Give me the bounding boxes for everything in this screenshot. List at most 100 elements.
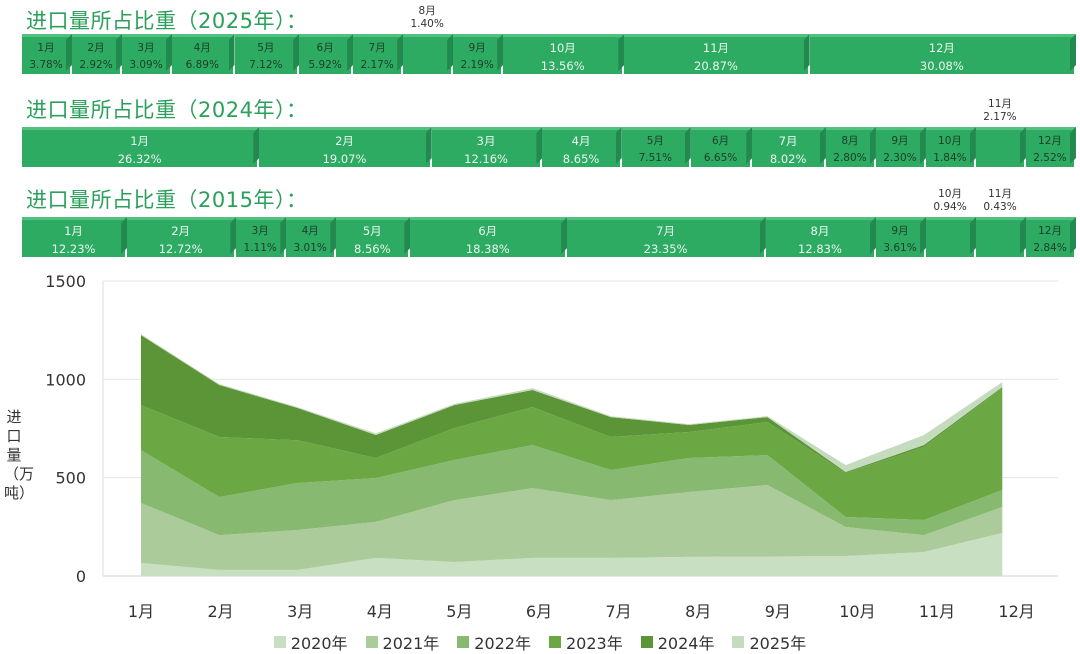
- y-tick-label: 1000: [45, 370, 86, 389]
- share-segment: 4月 8.65%: [542, 127, 622, 167]
- segment-month: 4月: [301, 225, 319, 237]
- segment-percent: 2.52%: [1033, 152, 1067, 164]
- share-segment: 9月 3.61%: [876, 217, 927, 257]
- segment-month: 8月: [841, 135, 859, 147]
- share-segment: 5月 7.51%: [621, 127, 691, 167]
- segment-percent: 1.40%: [410, 18, 444, 30]
- x-tick-label: 4月: [367, 602, 393, 621]
- legend-label: 2021年: [382, 634, 440, 653]
- share-segment: 7月 23.35%: [567, 217, 766, 257]
- segment-month: 11月: [702, 41, 730, 55]
- share-segment: 8月 12.83%: [765, 217, 877, 257]
- share-segment: 5月 8.56%: [336, 217, 411, 257]
- segment-percent: 2.80%: [833, 152, 867, 164]
- segment-month: 6月: [316, 42, 334, 54]
- segment-month: 7月: [656, 224, 675, 238]
- segment-month: 8月: [418, 5, 436, 17]
- share-segment: 7月 2.17%: [353, 34, 404, 74]
- share-segment: 2月 2.92%: [72, 34, 122, 74]
- segment-percent: 3.09%: [129, 59, 163, 71]
- share-segment: 8月 2.80%: [825, 127, 876, 167]
- x-tick-label: 7月: [606, 602, 632, 621]
- area-series-2023年: [141, 387, 1003, 520]
- y-tick-label: 500: [55, 469, 86, 488]
- x-tick-label: 6月: [526, 602, 552, 621]
- legend-item: 2020年: [273, 630, 348, 654]
- segment-percent: 2.92%: [79, 59, 113, 71]
- segment-month: 12月: [1038, 225, 1062, 237]
- segment-month: 5月: [646, 135, 664, 147]
- segment-month: 5月: [362, 224, 382, 238]
- share-segment: 10月 13.56%: [503, 34, 625, 74]
- share-bar-row: 1月 12.23% 2月 12.72% 3月 1.11% 4月 3.01% 5月 8.56% 6月 1…: [22, 188, 1077, 257]
- share-segment: 10月 0.94%: [926, 188, 977, 257]
- area-series-2020年: [141, 532, 1003, 576]
- share-bar-row: 1月 26.32% 2月 19.07% 3月 12.16% 4月 8.65% 5月 7.51% 6月…: [22, 98, 1076, 167]
- share-segment: 9月 2.19%: [453, 34, 504, 74]
- share-title: 进口量所占比重（2025年）：: [26, 9, 308, 33]
- legend-swatch: [273, 636, 286, 648]
- share-segment: 12月 2.84%: [1026, 217, 1077, 257]
- area-series-2025年: [141, 334, 1003, 472]
- share-segment: 4月 3.01%: [286, 217, 337, 257]
- area-series-2021年: [141, 484, 1003, 570]
- segment-month: 3月: [476, 134, 496, 148]
- segment-month: 1月: [37, 42, 55, 54]
- segment-month: 12月: [928, 41, 955, 55]
- segment-percent: 6.65%: [703, 152, 738, 164]
- legend-item: 2021年: [365, 630, 440, 654]
- segment-percent: 23.35%: [643, 242, 688, 256]
- legend-label: 2023年: [566, 634, 623, 653]
- legend-label: 2020年: [290, 634, 348, 653]
- segment-month: 9月: [891, 225, 909, 237]
- legend-swatch: [732, 636, 745, 648]
- segment-month: 3月: [137, 42, 155, 54]
- segment-month: 12月: [1038, 135, 1062, 147]
- segment-percent: 20.87%: [694, 59, 738, 73]
- y-tick-label: 1500: [45, 272, 86, 291]
- legend-item: 2023年: [549, 630, 623, 654]
- y-tick-label: 0: [76, 567, 86, 586]
- segment-month: 10月: [938, 135, 962, 147]
- segment-percent: 12.83%: [798, 242, 842, 256]
- segment-percent: 2.17%: [360, 59, 394, 71]
- segment-month: 9月: [468, 42, 486, 54]
- legend-item: 2022年: [457, 630, 531, 654]
- share-segment: 11月 2.17%: [975, 98, 1026, 167]
- share-segment: 6月 5.92%: [299, 34, 354, 74]
- area-series-2024年: [141, 335, 1003, 473]
- share-segment: 4月 6.89%: [172, 34, 235, 74]
- share-segment: 1月 26.32%: [22, 127, 260, 167]
- segment-percent: 3.01%: [293, 242, 327, 254]
- segment-month: 2月: [171, 224, 191, 238]
- segment-percent: 6.89%: [185, 59, 219, 71]
- segment-percent: 0.94%: [933, 201, 967, 213]
- share-segment: 1月 3.78%: [22, 34, 72, 74]
- share-segment: 10月 1.84%: [925, 127, 976, 167]
- segment-month: 6月: [711, 135, 730, 147]
- legend-swatch: [365, 636, 378, 648]
- segment-month: 10月: [549, 41, 576, 55]
- segment-percent: 3.61%: [883, 242, 917, 254]
- share-segment: 5月 7.12%: [234, 34, 300, 74]
- legend-swatch: [549, 636, 561, 648]
- legend-item: 2025年: [732, 630, 806, 654]
- share-segment: 11月 20.87%: [624, 34, 810, 74]
- segment-percent: 1.84%: [933, 152, 967, 164]
- segment-month: 10月: [938, 188, 962, 200]
- segment-percent: 2.17%: [983, 111, 1017, 123]
- share-bar-row: 1月 3.78% 2月 2.92% 3月 3.09% 4月 6.89% 5月 7.12% 6月 5.9…: [22, 5, 1076, 74]
- segment-percent: 2.19%: [460, 59, 494, 71]
- share-segment: 6月 6.65%: [690, 127, 753, 167]
- segment-month: 4月: [193, 42, 211, 54]
- segment-percent: 7.51%: [638, 152, 672, 164]
- legend-swatch: [640, 636, 653, 648]
- y-axis-title: 进口量（万吨）: [4, 408, 35, 502]
- segment-month: 11月: [988, 188, 1012, 200]
- share-segment: 2月 12.72%: [127, 217, 237, 257]
- legend: 2020年 2021年 2022年 2023年 2024年 2025年: [0, 630, 1080, 654]
- segment-month: 9月: [891, 135, 909, 147]
- segment-month: 7月: [778, 134, 798, 148]
- x-tick-label: 10月: [839, 602, 875, 621]
